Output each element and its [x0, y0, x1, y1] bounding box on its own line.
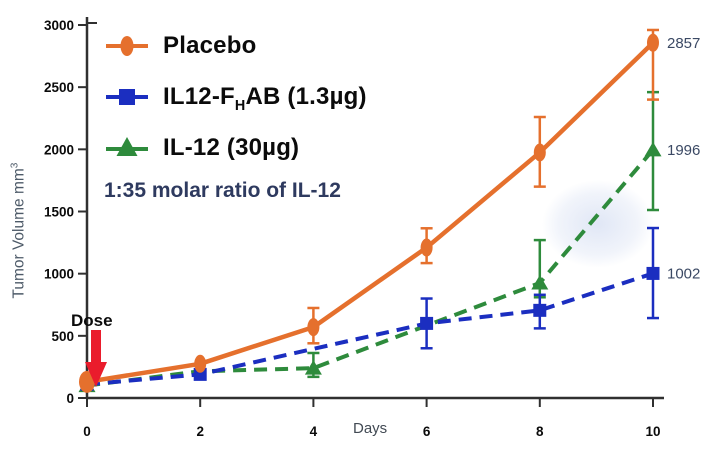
data-point-il12-fhab [420, 316, 434, 330]
y-axis-title-text: Tumor Volume mm [10, 168, 28, 299]
legend-triangle-il12 [116, 137, 138, 156]
data-point-il12 [304, 360, 322, 375]
data-point-il12 [644, 141, 662, 157]
data-point-placebo [533, 143, 546, 162]
y-tick-label: 1000 [44, 267, 74, 282]
end-value-labels: 1996 1002 2857 [667, 35, 700, 283]
end-label-placebo: 2857 [667, 35, 700, 52]
watermark-smudge [542, 180, 654, 268]
series-il12-fhab [80, 226, 660, 391]
y-tick-label: 3000 [44, 18, 74, 33]
legend-label-text: Placebo [163, 32, 257, 59]
legend-label-sub: H [234, 97, 246, 114]
y-tick-label: 2500 [44, 80, 74, 95]
legend-label-il12-fhab: IL12-FHAB (1.3µg) [163, 83, 367, 114]
x-tick-label: 8 [536, 424, 544, 439]
y-tick-label: 2000 [44, 142, 74, 157]
y-tick-label: 1500 [44, 205, 74, 220]
data-point-placebo [420, 238, 433, 257]
data-point-il12-fhab [533, 303, 547, 317]
molar-ratio-annotation: 1:35 molar ratio of IL-12 [104, 179, 341, 202]
data-point-placebo [307, 318, 320, 337]
dose-label: Dose [71, 311, 113, 330]
legend-label-il12: IL-12 (30µg) [163, 134, 299, 162]
placebo-marker-icon [106, 36, 148, 56]
legend-item-placebo: Placebo [104, 31, 256, 61]
y-axis-title-sup: 3 [9, 162, 21, 169]
y-tick-label: 0 [66, 391, 74, 406]
legend-item-il12: IL-12 (30µg) [104, 133, 299, 163]
series-line-il12 [86, 148, 655, 388]
data-point-placebo [647, 33, 659, 52]
data-point-il12-fhab [646, 266, 660, 280]
end-label-il12: 1996 [667, 142, 700, 159]
x-axis-title: Days [353, 420, 388, 437]
x-tick-label: 4 [310, 424, 318, 439]
data-point-placebo [79, 370, 95, 393]
series-line-placebo [86, 41, 655, 385]
x-tick-label: 10 [645, 424, 660, 439]
data-series [78, 28, 662, 393]
data-point-placebo [194, 354, 207, 373]
data-point-il12 [531, 274, 549, 290]
legend-label-post: AB (1.3µg) [245, 83, 367, 110]
legend-label-text: IL12-F [163, 83, 235, 110]
legend-item-il12-fhab: IL12-FHAB (1.3µg) [104, 82, 367, 114]
x-tick-label: 0 [83, 424, 91, 439]
y-axis-title: Tumor Volume mm3 [9, 125, 28, 337]
il12-marker-icon [106, 137, 148, 156]
series-placebo [79, 28, 659, 393]
dose-arrow-icon [85, 330, 107, 387]
x-tick-label: 6 [423, 424, 431, 439]
legend-label-placebo: Placebo [163, 32, 256, 60]
x-tick-label: 2 [196, 424, 204, 439]
legend-label-text: IL-12 (30µg) [163, 134, 300, 161]
end-label-il12-fhab: 1002 [667, 265, 700, 282]
legend-diamond-placebo [120, 36, 134, 56]
legend-square-il12-fhab [119, 89, 135, 105]
axes: 0 500 1000 1500 2000 2500 3000 0 2 4 6 8 10 [44, 17, 664, 439]
il12-fhab-marker-icon [106, 89, 148, 105]
y-tick-label: 500 [51, 329, 74, 344]
